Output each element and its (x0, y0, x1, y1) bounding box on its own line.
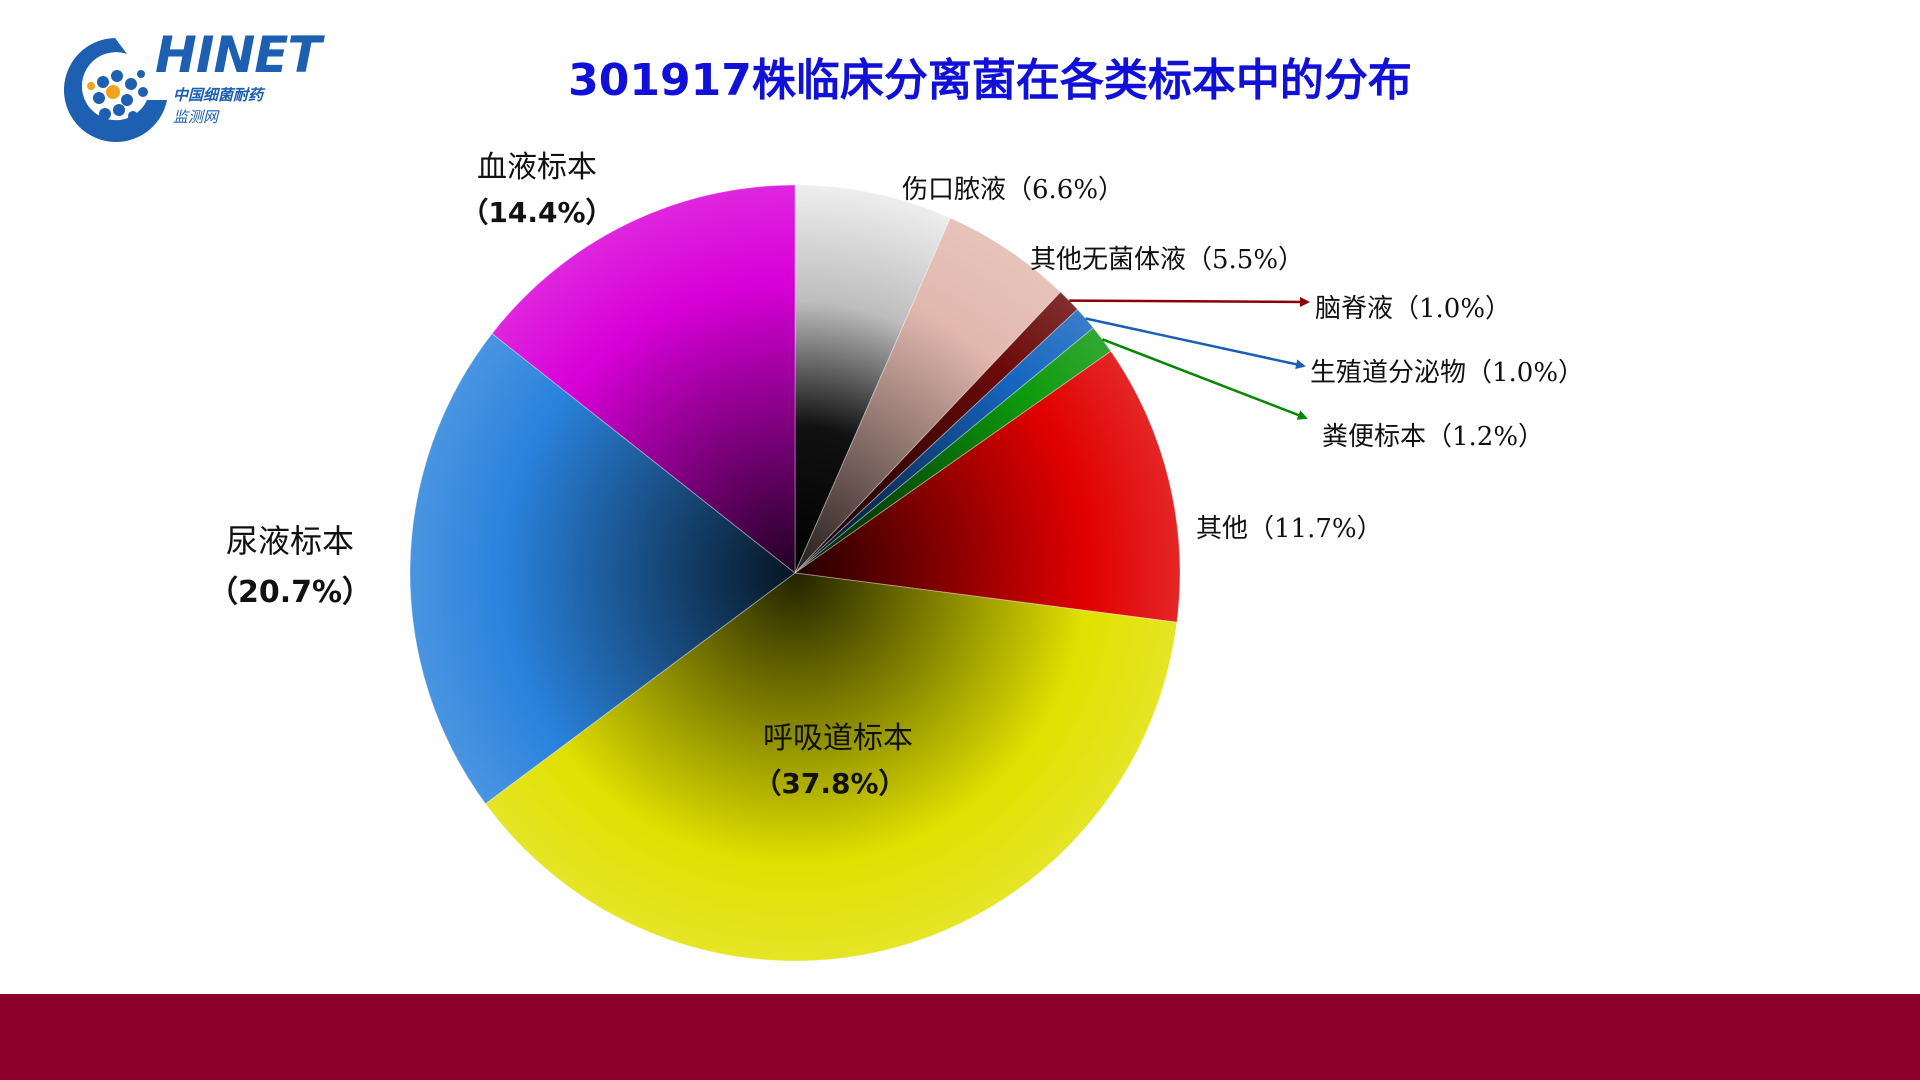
logo-emblem-icon (63, 38, 167, 142)
label-urine-pct: （20.7%） (208, 575, 372, 610)
label-blood-pct: （14.4%） (460, 196, 613, 229)
label-csf: 脑脊液（1.0%） (1315, 294, 1511, 324)
slice-8 (491, 184, 796, 575)
chart-title: 301917株临床分离菌在各类标本中的分布 (568, 55, 1412, 106)
slice-2 (794, 291, 1079, 574)
label-blood-name: 血液标本 (477, 150, 597, 185)
logo-subtitle-line2: 监测网 (173, 108, 219, 126)
label-genital-secretion: 生殖道分泌物（1.0%） (1310, 358, 1584, 388)
label-respiratory-name: 呼吸道标本 (763, 721, 913, 756)
footer-band (0, 994, 1920, 1080)
logo-subtitle-line1: 中国细菌耐药 (173, 86, 264, 104)
slice-7 (409, 332, 796, 805)
logo-wordmark: HINET (155, 26, 322, 84)
chinet-logo: HINET 中国细菌耐药 监测网 (55, 30, 335, 145)
slice-6 (484, 572, 1178, 962)
leader-csf (1069, 296, 1310, 307)
slice-0 (794, 184, 951, 574)
label-urine-name: 尿液标本 (226, 522, 354, 560)
pie-chart: 伤口脓液（6.6%） 其他无菌体液（5.5%） 脑脊液（1.0%） 生殖道分泌物（1.… (208, 150, 1584, 962)
slice-1 (794, 217, 1062, 574)
label-other-sterile-fluid: 其他无菌体液（5.5%） (1030, 245, 1304, 275)
label-stool: 粪便标本（1.2%） (1322, 422, 1544, 452)
label-wound-pus: 伤口脓液（6.6%） (902, 175, 1124, 205)
label-respiratory-pct: （37.8%） (753, 767, 906, 800)
label-other: 其他（11.7%） (1196, 514, 1383, 544)
leader-stool (1101, 338, 1308, 420)
slice-4 (794, 327, 1112, 574)
leader-genital (1085, 317, 1306, 370)
slice-5 (793, 350, 1181, 623)
